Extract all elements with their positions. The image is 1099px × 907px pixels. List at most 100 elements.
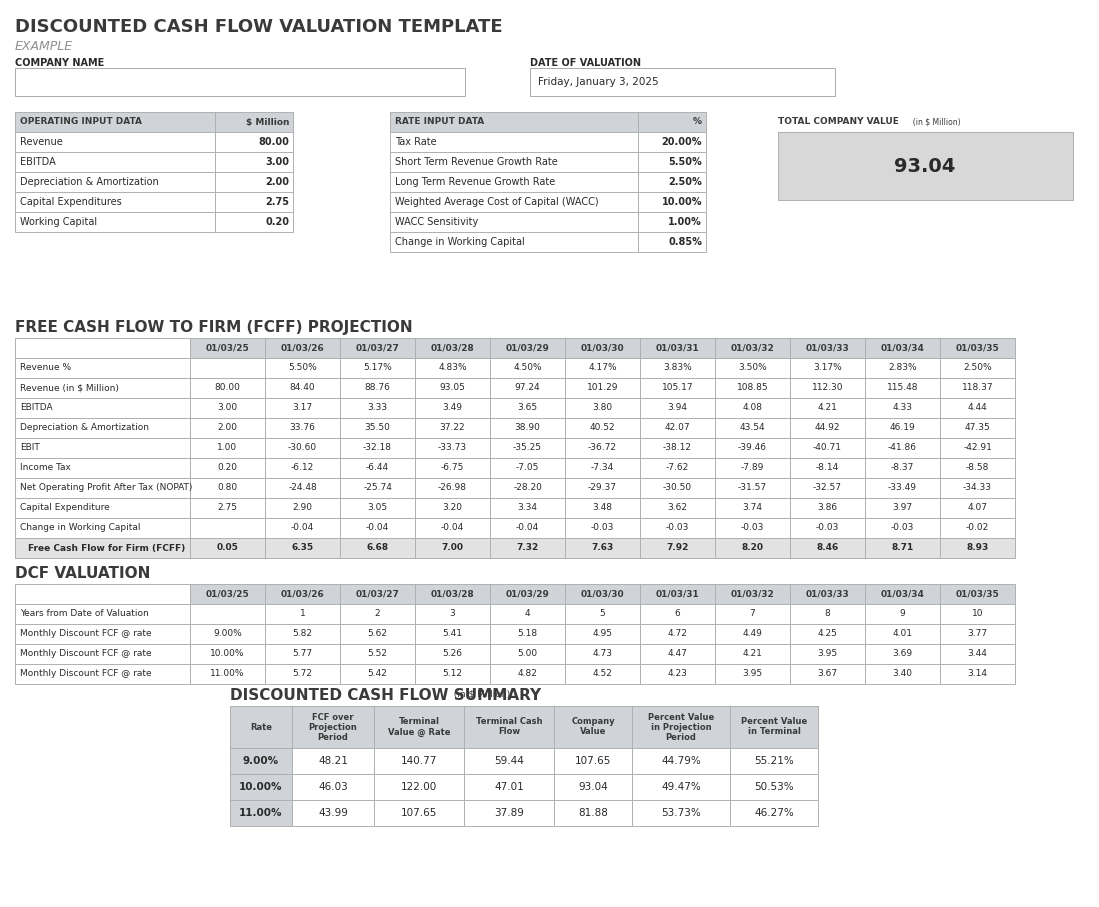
Text: 4.25: 4.25	[818, 629, 837, 639]
Text: EBIT: EBIT	[20, 444, 40, 453]
Text: 9: 9	[900, 610, 906, 619]
Text: 2.00: 2.00	[218, 424, 237, 433]
Bar	[190, 458, 265, 478]
Text: -32.57: -32.57	[813, 483, 842, 493]
Bar	[265, 644, 340, 664]
Bar	[730, 800, 818, 826]
Bar	[940, 664, 1015, 684]
Bar	[715, 624, 790, 644]
Bar	[265, 518, 340, 538]
Bar	[715, 478, 790, 498]
Text: 4.47: 4.47	[667, 649, 688, 658]
Bar	[730, 706, 818, 748]
Text: Change in Working Capital: Change in Working Capital	[395, 237, 524, 247]
Bar	[490, 518, 565, 538]
Text: 3.77: 3.77	[967, 629, 988, 639]
Text: 01/03/31: 01/03/31	[656, 344, 699, 353]
Bar	[940, 644, 1015, 664]
Bar	[639, 192, 706, 212]
Bar	[490, 538, 565, 558]
Text: 8.93: 8.93	[966, 543, 989, 552]
Text: -7.89: -7.89	[741, 463, 764, 473]
Bar	[940, 398, 1015, 418]
Bar	[790, 664, 865, 684]
Bar	[565, 378, 640, 398]
Text: 115.48: 115.48	[887, 384, 919, 393]
Text: 4.83%: 4.83%	[439, 364, 467, 373]
Text: 80.00: 80.00	[214, 384, 241, 393]
Text: -0.04: -0.04	[366, 523, 389, 532]
Bar	[292, 706, 374, 748]
Text: -8.14: -8.14	[815, 463, 840, 473]
Text: 2: 2	[375, 610, 380, 619]
Bar	[640, 624, 715, 644]
Text: Value: Value	[580, 727, 607, 736]
Text: -6.44: -6.44	[366, 463, 389, 473]
Text: 4.52: 4.52	[592, 669, 612, 678]
Text: Monthly Discount FCF @ rate: Monthly Discount FCF @ rate	[20, 649, 152, 658]
Text: 2.00: 2.00	[265, 177, 289, 187]
Bar	[15, 438, 190, 458]
Bar	[940, 624, 1015, 644]
Bar	[15, 172, 215, 192]
Text: -39.46: -39.46	[739, 444, 767, 453]
Text: Revenue: Revenue	[20, 137, 63, 147]
Bar	[374, 748, 464, 774]
Text: 01/03/25: 01/03/25	[206, 590, 249, 599]
Text: 118.37: 118.37	[962, 384, 993, 393]
Text: Tax Rate: Tax Rate	[395, 137, 436, 147]
Text: 01/03/27: 01/03/27	[356, 590, 399, 599]
Bar	[865, 644, 940, 664]
Bar	[415, 438, 490, 458]
Bar	[865, 378, 940, 398]
Bar	[640, 664, 715, 684]
Text: 4.72: 4.72	[667, 629, 688, 639]
Bar	[715, 338, 790, 358]
Text: -41.86: -41.86	[888, 444, 917, 453]
Bar	[865, 438, 940, 458]
Bar	[640, 584, 715, 604]
Text: 1: 1	[300, 610, 306, 619]
Text: (in $ Million): (in $ Million)	[448, 690, 510, 699]
Bar	[340, 358, 415, 378]
Bar	[230, 748, 292, 774]
Text: 5.72: 5.72	[292, 669, 312, 678]
Text: Revenue (in $ Million): Revenue (in $ Million)	[20, 384, 119, 393]
Bar	[15, 538, 190, 558]
Bar	[640, 458, 715, 478]
Bar	[15, 518, 190, 538]
Bar	[490, 338, 565, 358]
Bar	[554, 706, 632, 748]
Text: -0.03: -0.03	[815, 523, 840, 532]
Bar	[265, 478, 340, 498]
Text: 3.05: 3.05	[367, 503, 388, 512]
Text: 5.12: 5.12	[443, 669, 463, 678]
Text: 01/03/28: 01/03/28	[431, 590, 475, 599]
Bar	[340, 664, 415, 684]
Bar	[640, 358, 715, 378]
Text: -0.04: -0.04	[515, 523, 540, 532]
Bar	[490, 664, 565, 684]
Text: 5.26: 5.26	[443, 649, 463, 658]
Text: Rate: Rate	[249, 723, 271, 732]
Text: -25.74: -25.74	[363, 483, 392, 493]
Text: 3: 3	[449, 610, 455, 619]
Bar	[390, 192, 639, 212]
Bar	[15, 132, 215, 152]
Text: 46.03: 46.03	[318, 782, 348, 792]
Text: -0.04: -0.04	[441, 523, 464, 532]
Text: 4.21: 4.21	[818, 404, 837, 413]
Bar	[565, 358, 640, 378]
Text: 81.88: 81.88	[578, 808, 608, 818]
Bar	[464, 800, 554, 826]
Bar	[790, 644, 865, 664]
Bar	[865, 664, 940, 684]
Bar	[554, 748, 632, 774]
Text: 7.32: 7.32	[517, 543, 539, 552]
Text: 4.50%: 4.50%	[513, 364, 542, 373]
Text: Percent Value: Percent Value	[741, 717, 807, 727]
Text: Depreciation & Amortization: Depreciation & Amortization	[20, 177, 158, 187]
Bar	[790, 418, 865, 438]
Text: 01/03/25: 01/03/25	[206, 344, 249, 353]
Text: 11.00%: 11.00%	[240, 808, 282, 818]
